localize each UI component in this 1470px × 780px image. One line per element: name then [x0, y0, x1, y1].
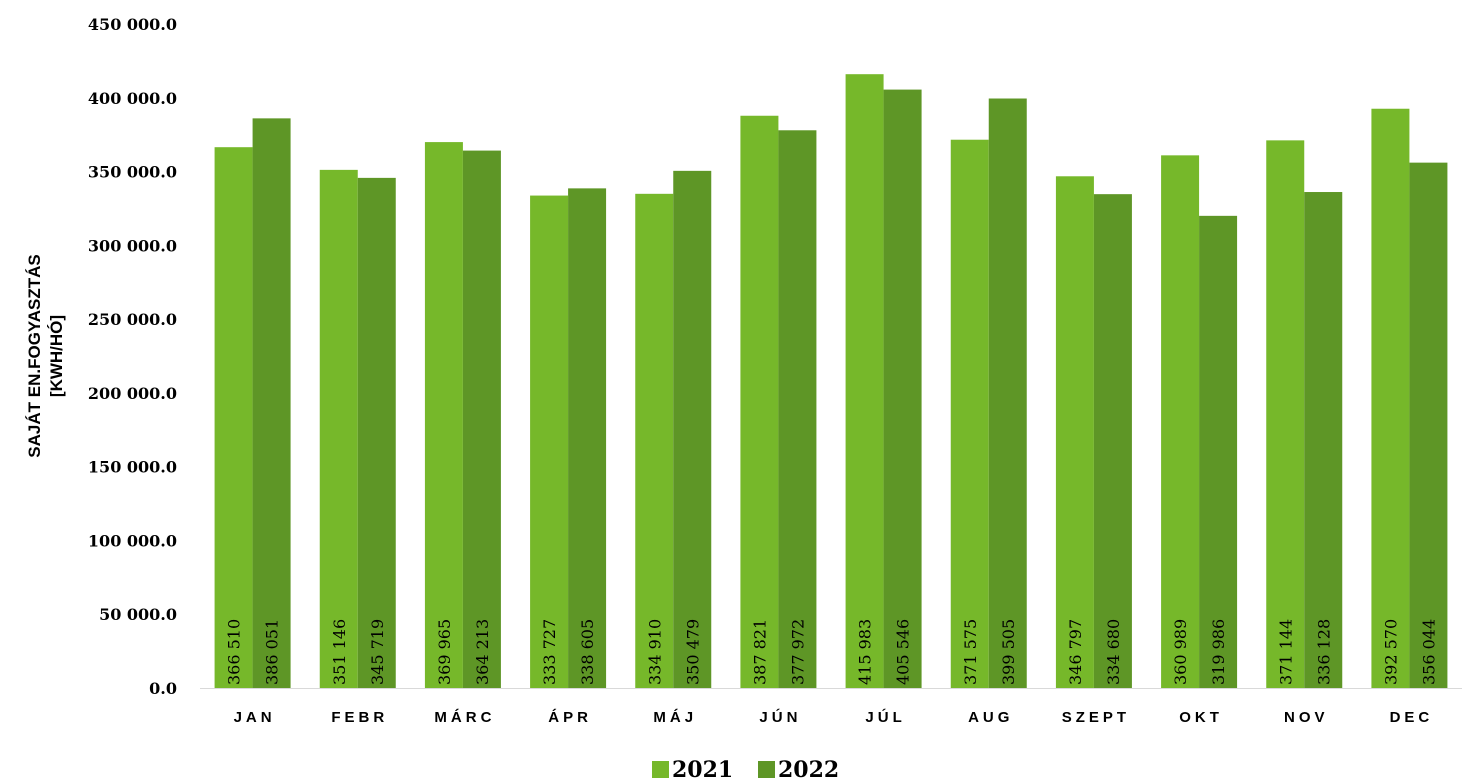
y-axis-title: SAJÁT EN.FOGYASZTÁS [KWH/HÓ] — [25, 254, 66, 457]
x-tick-label: OKT — [1179, 709, 1223, 726]
data-label: 366 510 — [225, 619, 244, 685]
data-label: 399 505 — [999, 619, 1018, 685]
bar-2022-SZEPT — [1093, 194, 1132, 688]
data-label: 392 570 — [1381, 619, 1400, 685]
x-tick-label: MÁRC — [434, 709, 495, 726]
data-label: 319 986 — [1209, 619, 1228, 685]
bar-2021-JÚN — [740, 115, 779, 689]
bar-2022-JAN — [252, 118, 291, 689]
y-tick-label: 150 000.0 — [88, 458, 177, 477]
y-tick-label: 100 000.0 — [88, 531, 177, 550]
data-label: 336 128 — [1314, 619, 1333, 685]
x-tick-label: NOV — [1284, 709, 1329, 726]
bar-2022-ÁPR — [568, 188, 607, 688]
bar-2021-OKT — [1161, 155, 1200, 688]
data-label: 415 983 — [856, 619, 875, 685]
data-label: 350 479 — [683, 619, 702, 685]
data-label: 377 972 — [788, 619, 807, 685]
bars — [214, 74, 1448, 689]
bar-2022-FEBR — [357, 177, 396, 688]
y-axis-title-line: [KWH/HÓ] — [47, 315, 66, 397]
data-label: 386 051 — [263, 619, 282, 685]
x-tick-label: AUG — [968, 709, 1013, 726]
bar-2021-NOV — [1266, 140, 1305, 688]
y-tick-label: 200 000.0 — [88, 384, 177, 403]
bar-2022-JÚL — [883, 89, 922, 688]
x-tick-label: FEBR — [331, 709, 388, 726]
x-tick-label: ÁPR — [548, 709, 592, 726]
y-axis-title-line: SAJÁT EN.FOGYASZTÁS — [25, 254, 44, 457]
bar-2021-AUG — [950, 139, 989, 688]
bar-2021-JÚL — [845, 74, 884, 688]
y-axis-ticks: 0.0 50 000.0 100 000.0 150 000.0 200 000.0 25… — [88, 15, 177, 698]
bar-2022-JÚN — [778, 130, 817, 688]
y-tick-label: 450 000.0 — [88, 15, 177, 34]
legend: 2021 2022 — [652, 757, 839, 780]
data-label: 364 213 — [473, 619, 492, 685]
x-tick-label: JÚN — [759, 708, 801, 726]
data-label: 356 044 — [1419, 619, 1438, 685]
data-label: 369 965 — [435, 619, 454, 685]
bar-2021-FEBR — [319, 169, 358, 688]
data-label: 371 144 — [1276, 619, 1295, 685]
data-label: 338 605 — [578, 619, 597, 685]
x-axis-ticks: JAN FEBR MÁRC ÁPR MÁJ JÚN JÚL AUG SZEPT OKT NOV DEC — [234, 708, 1434, 726]
data-label: 360 989 — [1171, 619, 1190, 685]
legend-swatch-2021 — [652, 761, 669, 778]
data-label: 345 719 — [368, 619, 387, 685]
legend-label-2021: 2021 — [672, 757, 733, 780]
bar-2022-AUG — [988, 98, 1027, 688]
bar-2021-MÁRC — [424, 142, 463, 689]
legend-label-2022: 2022 — [778, 757, 839, 780]
y-tick-label: 250 000.0 — [88, 310, 177, 329]
bar-2021-MÁJ — [635, 193, 674, 688]
y-tick-label: 50 000.0 — [99, 605, 177, 624]
data-label: 333 727 — [540, 619, 559, 685]
y-tick-label: 300 000.0 — [88, 236, 177, 255]
bar-2021-DEC — [1371, 108, 1410, 689]
data-label: 387 821 — [750, 619, 769, 685]
bar-2022-OKT — [1199, 215, 1238, 688]
bar-2022-MÁRC — [462, 150, 501, 688]
bar-2022-MÁJ — [673, 170, 712, 689]
y-tick-label: 400 000.0 — [88, 89, 177, 108]
y-tick-label: 0.0 — [149, 679, 177, 698]
legend-swatch-2022 — [758, 761, 775, 778]
data-label: 346 797 — [1066, 619, 1085, 685]
bar-2021-JAN — [214, 147, 253, 688]
x-tick-label: JAN — [234, 709, 276, 726]
data-label: 405 546 — [894, 619, 913, 685]
bar-2021-ÁPR — [530, 195, 569, 689]
data-label: 334 680 — [1104, 619, 1123, 685]
y-tick-label: 350 000.0 — [88, 163, 177, 182]
x-tick-label: MÁJ — [653, 709, 697, 726]
x-tick-label: SZEPT — [1062, 709, 1130, 726]
data-label: 351 146 — [330, 619, 349, 685]
data-label: 334 910 — [645, 619, 664, 685]
x-tick-label: JÚL — [865, 708, 905, 726]
data-label: 371 575 — [961, 619, 980, 685]
bar-2022-NOV — [1304, 192, 1343, 688]
bar-2022-DEC — [1409, 162, 1448, 688]
x-tick-label: DEC — [1390, 709, 1434, 726]
data-labels: 366 510 386 051 351 146 345 719 369 965 364 2… — [225, 619, 1439, 685]
bar-2021-SZEPT — [1055, 176, 1094, 689]
